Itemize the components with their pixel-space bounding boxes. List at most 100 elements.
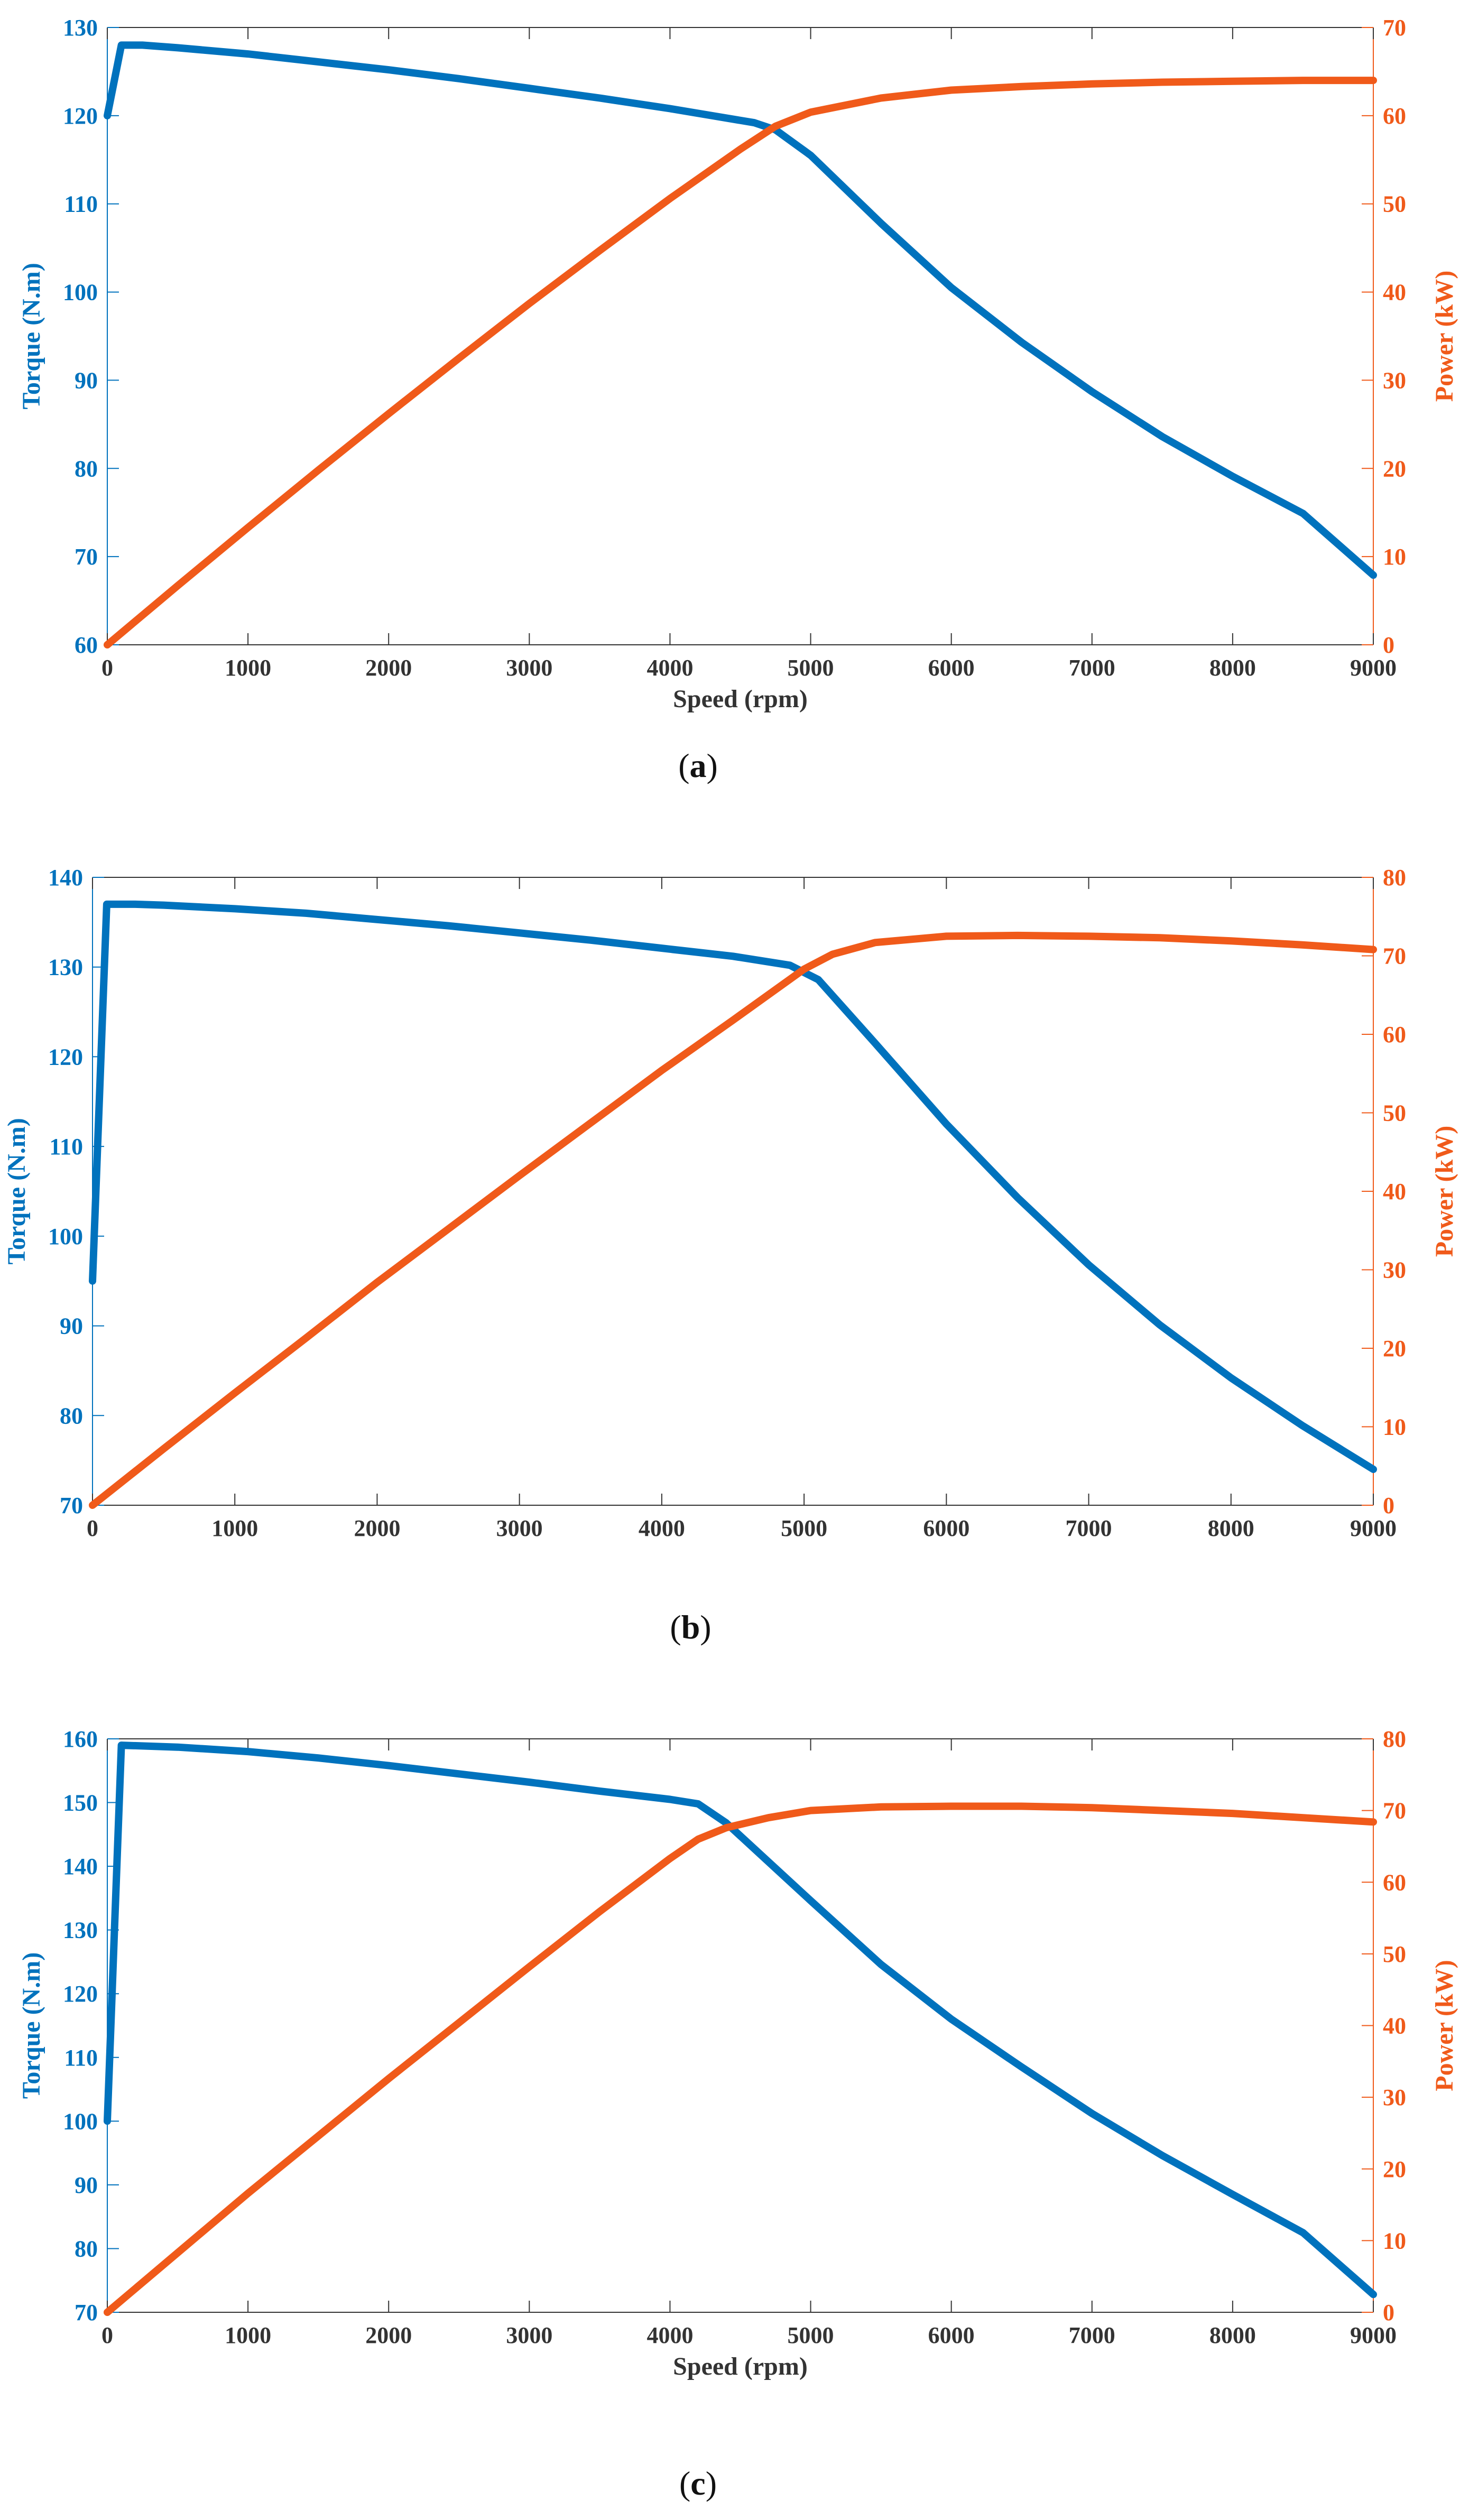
torque-series-line (89, 900, 1377, 1474)
right-tick-label: 40 (1383, 280, 1406, 305)
x-tick-label: 2000 (365, 655, 412, 681)
left-tick-label: 130 (63, 1917, 98, 1943)
torque-series-line (104, 41, 1377, 579)
right-tick-label: 30 (1383, 2084, 1406, 2110)
x-tick-label: 0 (87, 1515, 98, 1541)
left-tick-label: 140 (48, 865, 83, 891)
power-series-line (89, 931, 1377, 1509)
chart-a: 0 1000 2000 3000 4000 5000 6000 7000 8000 9000607… (17, 15, 1458, 784)
left-tick-label: 120 (63, 103, 98, 129)
left-tick-label: 100 (63, 280, 98, 305)
right-tick-label: 60 (1383, 103, 1406, 129)
left-tick-label: 110 (64, 191, 98, 217)
x-tick-label: 3000 (496, 1515, 543, 1541)
left-tick-label: 130 (48, 955, 83, 980)
right-tick-label: 0 (1383, 632, 1394, 658)
x-tick-label: 1000 (225, 655, 271, 681)
left-tick-label: 90 (75, 367, 98, 393)
x-tick-label: 6000 (928, 655, 975, 681)
left-tick-label: 100 (48, 1224, 83, 1249)
x-tick-label: 4000 (639, 1515, 685, 1541)
right-tick-label: 60 (1383, 1022, 1406, 1048)
left-tick-label: 160 (63, 1726, 98, 1752)
right-tick-label: 0 (1383, 2300, 1394, 2326)
left-axis-label: Torque (N.m) (3, 1118, 31, 1264)
x-tick-label: 8000 (1209, 655, 1256, 681)
left-tick-label: 60 (75, 632, 98, 658)
x-tick-label: 3000 (506, 2322, 552, 2348)
caption-paren-open: ( (678, 747, 689, 784)
x-tick-label: 4000 (646, 655, 693, 681)
right-tick-label: 70 (1383, 1798, 1406, 1824)
x-tick-label: 5000 (788, 655, 834, 681)
x-tick-label: 4000 (646, 2322, 693, 2348)
caption-paren-close: ) (707, 747, 718, 784)
left-tick-label: 90 (60, 1313, 83, 1339)
left-tick-label: 110 (64, 2045, 98, 2071)
caption-paren-open: ( (670, 1608, 681, 1646)
right-tick-label: 20 (1383, 456, 1406, 481)
panel-caption: (c) (679, 2465, 717, 2502)
left-tick-label: 80 (75, 456, 98, 481)
left-tick-label: 80 (60, 1403, 83, 1429)
right-tick-label: 50 (1383, 191, 1406, 217)
left-tick-label: 120 (48, 1044, 83, 1070)
caption-letter: a (690, 747, 707, 784)
power-series-line (104, 77, 1377, 648)
x-tick-label: 5000 (781, 1515, 827, 1541)
x-tick-label: 7000 (1066, 1515, 1112, 1541)
caption-letter: c (690, 2465, 705, 2502)
left-tick-label: 100 (63, 2108, 98, 2134)
left-tick-label: 120 (63, 1981, 98, 2007)
power-series-line (104, 1802, 1377, 2316)
panel-caption: (b) (670, 1608, 711, 1646)
left-tick-label: 140 (63, 1854, 98, 1879)
x-tick-label: 6000 (928, 2322, 975, 2348)
caption-paren-close: ) (700, 1608, 711, 1646)
left-tick-label: 90 (75, 2172, 98, 2198)
right-tick-label: 60 (1383, 1869, 1406, 1895)
left-tick-label: 80 (75, 2236, 98, 2262)
left-axis-label: Torque (N.m) (17, 1952, 45, 2099)
left-tick-label: 150 (63, 1790, 98, 1816)
right-tick-label: 10 (1383, 2228, 1406, 2254)
chart-c: 0 1000 2000 3000 4000 5000 6000 7000 8000 9000708… (17, 1726, 1458, 2502)
x-tick-label: 7000 (1069, 2322, 1115, 2348)
right-tick-label: 50 (1383, 1941, 1406, 1967)
x-tick-label: 7000 (1069, 655, 1115, 681)
right-tick-label: 80 (1383, 1726, 1406, 1752)
caption-paren-open: ( (679, 2465, 690, 2502)
right-tick-label: 10 (1383, 1414, 1406, 1440)
x-tick-label: 0 (101, 655, 113, 681)
right-tick-label: 70 (1383, 943, 1406, 969)
left-tick-label: 70 (60, 1493, 83, 1518)
left-axis-label: Torque (N.m) (17, 263, 45, 409)
right-tick-label: 70 (1383, 15, 1406, 41)
right-axis-label: Power (kW) (1430, 1126, 1458, 1257)
right-tick-label: 20 (1383, 2156, 1406, 2182)
x-tick-label: 9000 (1350, 2322, 1397, 2348)
x-tick-label: 3000 (506, 655, 552, 681)
torque-series-line (104, 1741, 1377, 2299)
x-axis-label: Speed (rpm) (673, 2352, 808, 2380)
right-tick-label: 40 (1383, 2013, 1406, 2039)
caption-letter: b (681, 1608, 700, 1646)
right-tick-label: 40 (1383, 1179, 1406, 1205)
x-tick-label: 5000 (788, 2322, 834, 2348)
x-tick-label: 1000 (211, 1515, 258, 1541)
right-tick-label: 30 (1383, 1257, 1406, 1283)
x-axis-label: Speed (rpm) (673, 685, 808, 713)
x-tick-label: 0 (101, 2322, 113, 2348)
x-tick-label: 9000 (1350, 655, 1397, 681)
right-tick-label: 50 (1383, 1100, 1406, 1126)
panel-caption: (a) (678, 747, 718, 784)
x-tick-label: 9000 (1350, 1515, 1397, 1541)
left-tick-label: 70 (75, 544, 98, 570)
right-tick-label: 10 (1383, 544, 1406, 570)
right-tick-label: 30 (1383, 367, 1406, 393)
chart-b: 0 1000 2000 3000 4000 5000 6000 7000 8000 9000708… (3, 865, 1458, 1646)
x-tick-label: 1000 (225, 2322, 271, 2348)
x-tick-label: 6000 (923, 1515, 969, 1541)
x-tick-label: 2000 (354, 1515, 400, 1541)
